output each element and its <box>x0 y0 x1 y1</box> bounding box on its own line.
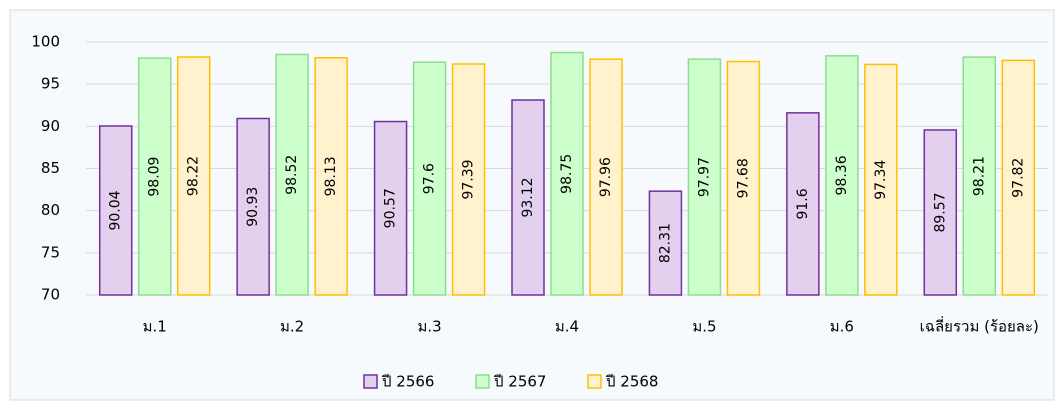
bar <box>98 125 133 296</box>
y-tick-label: 70 <box>41 286 60 304</box>
bar <box>275 53 309 296</box>
x-tick-label: ม.3 <box>417 318 441 336</box>
legend-label: ปี 2568 <box>605 373 658 391</box>
data-label: 97.97 <box>696 157 712 197</box>
data-label: 97.34 <box>873 160 889 200</box>
data-label: 98.13 <box>323 156 339 196</box>
y-tick-label: 100 <box>31 33 60 51</box>
data-label: 90.04 <box>108 190 124 230</box>
data-label: 82.31 <box>657 223 673 263</box>
y-tick-label: 90 <box>41 117 60 135</box>
data-label: 98.52 <box>284 155 300 195</box>
data-label: 90.57 <box>383 188 399 228</box>
x-tick-label: ม.4 <box>555 318 579 336</box>
legend-swatch <box>587 374 602 389</box>
bar <box>373 120 408 296</box>
bar <box>236 117 270 296</box>
bar <box>825 55 859 296</box>
x-tick-label: ม.1 <box>143 318 167 336</box>
data-label: 97.96 <box>598 157 614 197</box>
bar <box>786 112 820 296</box>
x-tick-label: ม.5 <box>692 318 716 336</box>
data-label: 93.12 <box>520 177 536 217</box>
bar <box>864 63 898 296</box>
bar <box>687 58 722 296</box>
legend-label: ปี 2566 <box>381 373 434 391</box>
data-label: 98.21 <box>971 156 987 196</box>
x-tick-label: ม.6 <box>830 318 854 336</box>
legend-swatch <box>475 374 490 389</box>
bar <box>648 190 683 296</box>
data-label: 91.6 <box>795 188 811 219</box>
data-label: 90.93 <box>245 187 261 227</box>
bar <box>923 129 958 296</box>
legend-label: ปี 2567 <box>493 373 546 391</box>
bar <box>412 61 447 296</box>
data-label: 97.39 <box>461 159 477 199</box>
x-tick-label: ม.2 <box>280 318 304 336</box>
data-label: 89.57 <box>932 192 948 232</box>
data-label: 98.09 <box>147 157 163 197</box>
bar <box>314 57 348 296</box>
y-tick-label: 75 <box>41 243 60 261</box>
data-label: 97.68 <box>735 158 751 198</box>
bar <box>451 63 486 296</box>
bar <box>962 56 997 296</box>
data-label: 98.36 <box>834 155 850 195</box>
y-tick-label: 85 <box>41 159 60 177</box>
bar <box>137 57 172 296</box>
y-tick-label: 80 <box>41 201 60 219</box>
x-tick-label: เฉลี่ยรวม (ร้อยละ) <box>920 316 1039 336</box>
bar <box>176 56 211 296</box>
bar <box>511 99 545 296</box>
bar <box>589 58 623 296</box>
data-label: 98.75 <box>559 154 575 194</box>
bar <box>1001 59 1036 296</box>
data-label: 98.22 <box>186 156 202 196</box>
bar <box>550 51 584 296</box>
legend-swatch <box>363 374 378 389</box>
data-label: 97.82 <box>1010 158 1026 198</box>
bar <box>726 60 761 296</box>
y-tick-label: 95 <box>41 75 60 93</box>
data-label: 97.6 <box>422 163 438 194</box>
